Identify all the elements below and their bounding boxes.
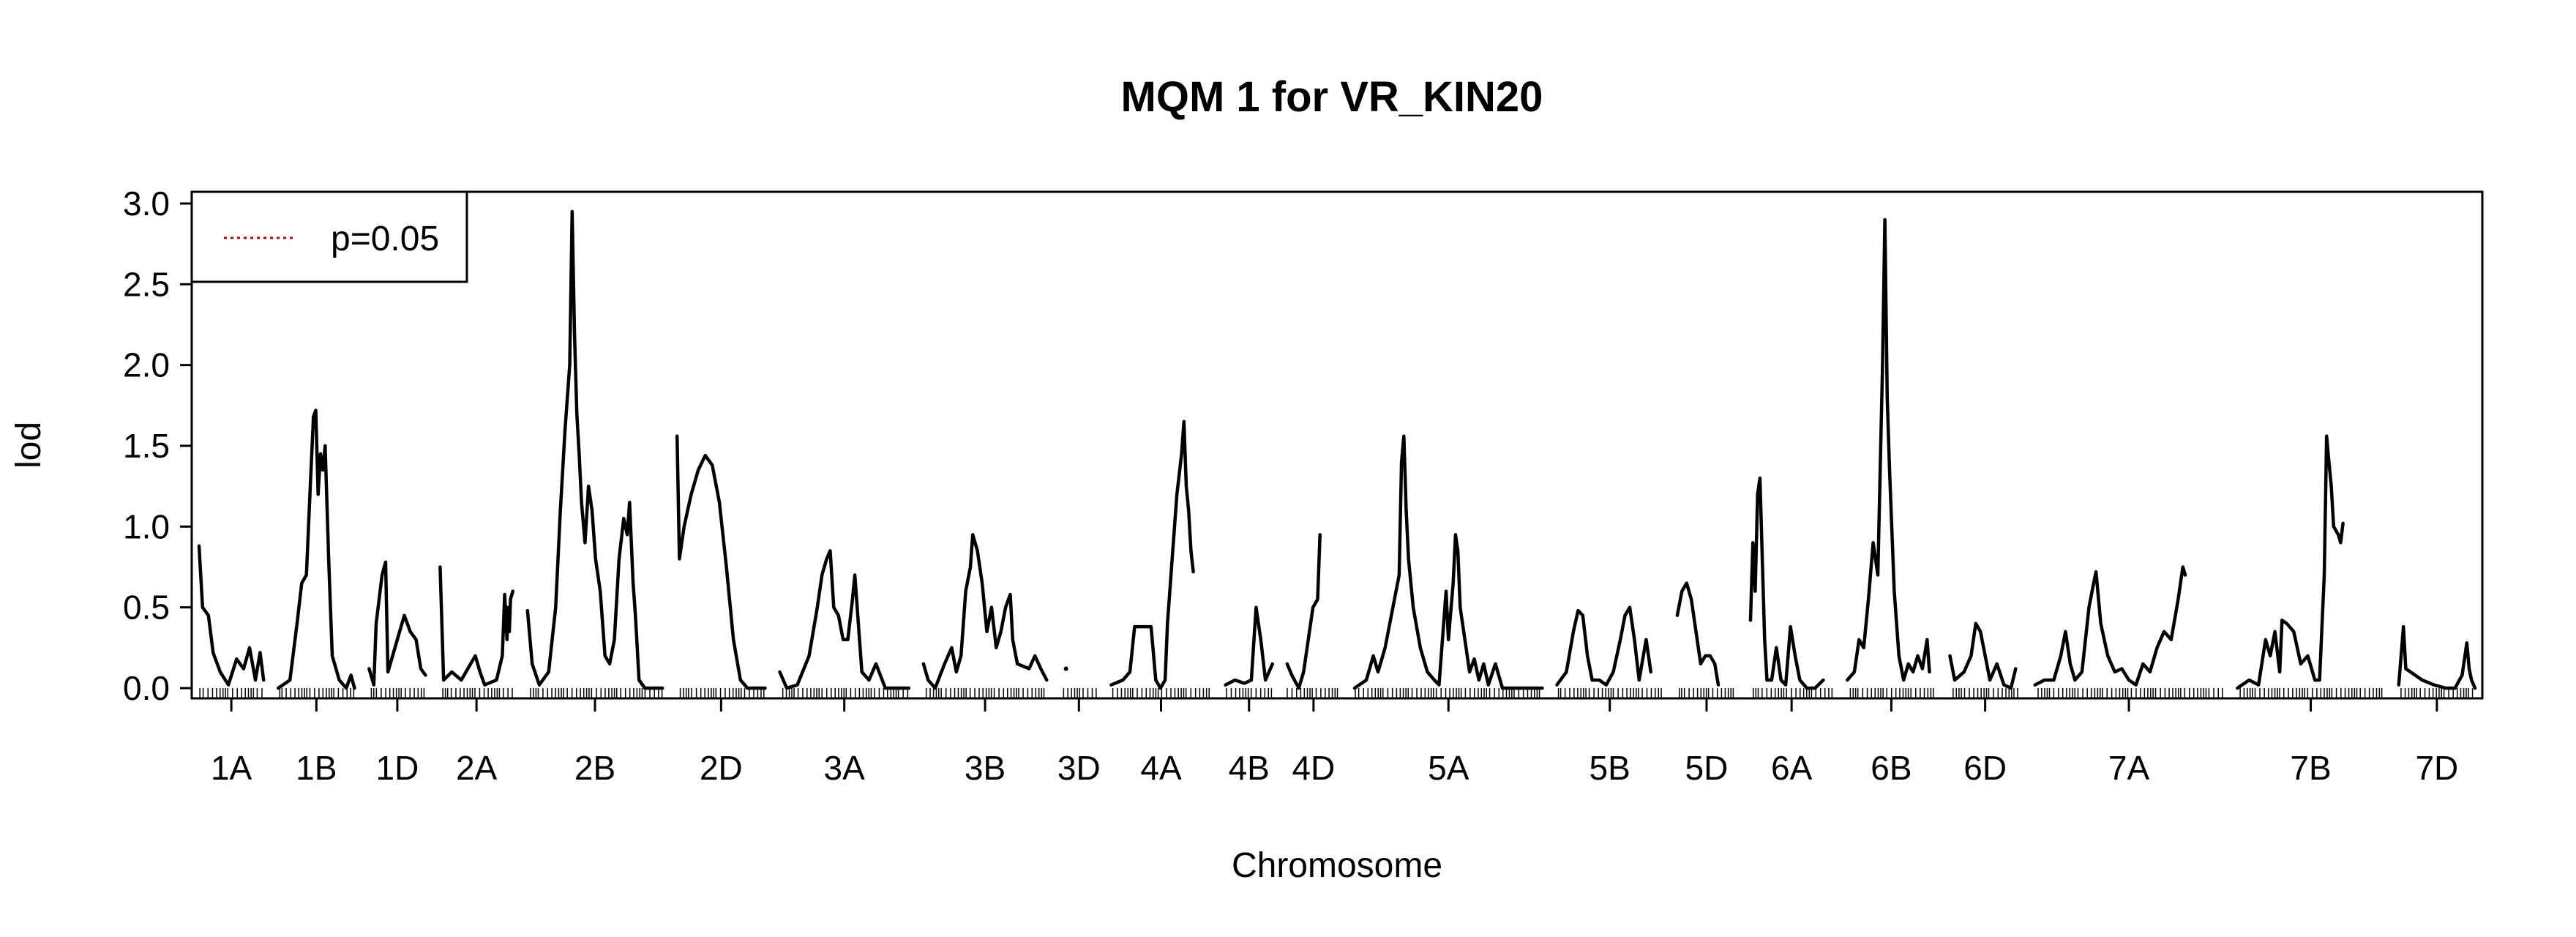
y-axis: 0.0 0.5 1.0 1.5 2.0 2.5 3.0 [123, 184, 192, 707]
x-tick-label: 3B [965, 749, 1006, 787]
lod-line-5A [1352, 434, 1544, 690]
lod-line-7D [2397, 624, 2477, 690]
lod-line-5D [1675, 581, 1721, 687]
y-axis-title: lod [10, 422, 48, 468]
x-tick-label: 5A [1428, 749, 1469, 787]
y-tick-label: 2.0 [123, 346, 170, 384]
x-tick-label: 4B [1229, 749, 1270, 787]
lod-line-4D [1285, 533, 1322, 690]
lod-line-6D [1948, 621, 2018, 690]
chart-title: MQM 1 for VR_KIN20 [1121, 73, 1543, 121]
x-tick-label: 7D [2415, 749, 2458, 787]
x-tick-label: 6B [1871, 749, 1912, 787]
x-axis: 1A 1B 1D 2A 2B 2D 3A 3B 3D 4A 4B 4D 5A 5B 5D 6A 6B 6D 7A 7B… [211, 698, 2458, 787]
y-tick-label: 2.5 [123, 265, 170, 303]
lod-point-3D [1063, 666, 1068, 671]
y-tick-label: 0.5 [123, 589, 170, 627]
x-tick-label: 5D [1685, 749, 1729, 787]
lod-line-3A [778, 549, 911, 690]
x-tick-label: 3D [1057, 749, 1101, 787]
x-tick-label: 3A [824, 749, 866, 787]
x-tick-label: 7B [2290, 749, 2331, 787]
lod-line-4A [1109, 419, 1195, 690]
lod-line-4B [1224, 605, 1275, 687]
lod-line-1D [367, 560, 427, 687]
x-tick-label: 7A [2108, 749, 2150, 787]
x-tick-label: 6A [1771, 749, 1813, 787]
lod-line-3B [921, 533, 1049, 690]
lod-line-2A [438, 565, 515, 687]
lod-line-2B [525, 209, 664, 690]
lod-line-7A [2033, 565, 2187, 687]
x-tick-label: 5B [1590, 749, 1630, 787]
x-axis-title: Chromosome [1232, 846, 1442, 885]
x-tick-label: 2B [574, 749, 615, 787]
y-tick-label: 0.0 [123, 669, 170, 707]
x-tick-label: 1B [296, 749, 337, 787]
x-tick-label: 4A [1140, 749, 1182, 787]
x-tick-label: 1D [376, 749, 419, 787]
lod-line-5B [1555, 605, 1653, 687]
lod-line-2D [675, 434, 767, 690]
y-tick-label: 1.5 [123, 427, 170, 465]
lod-line-6A [1748, 476, 1825, 690]
lod-series [197, 209, 2477, 690]
x-tick-label: 2D [700, 749, 743, 787]
x-tick-label: 2A [456, 749, 498, 787]
plot-frame [190, 190, 2484, 700]
y-tick-label: 3.0 [123, 184, 170, 223]
lod-line-6B [1846, 217, 1931, 682]
legend-label-p005: p=0.05 [331, 220, 439, 258]
x-tick-label: 1A [211, 749, 252, 787]
lod-line-1B [276, 408, 356, 690]
lod-line-1A [197, 544, 266, 687]
y-tick-label: 1.0 [123, 507, 170, 545]
marker-rug [199, 688, 2474, 698]
x-tick-label: 6D [1963, 749, 2007, 787]
legend: p=0.05 [190, 190, 468, 283]
lod-line-7B [2236, 434, 2345, 690]
x-tick-label: 4D [1292, 749, 1335, 787]
